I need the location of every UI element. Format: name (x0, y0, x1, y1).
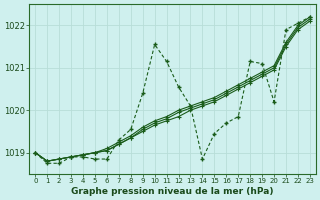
X-axis label: Graphe pression niveau de la mer (hPa): Graphe pression niveau de la mer (hPa) (71, 187, 274, 196)
